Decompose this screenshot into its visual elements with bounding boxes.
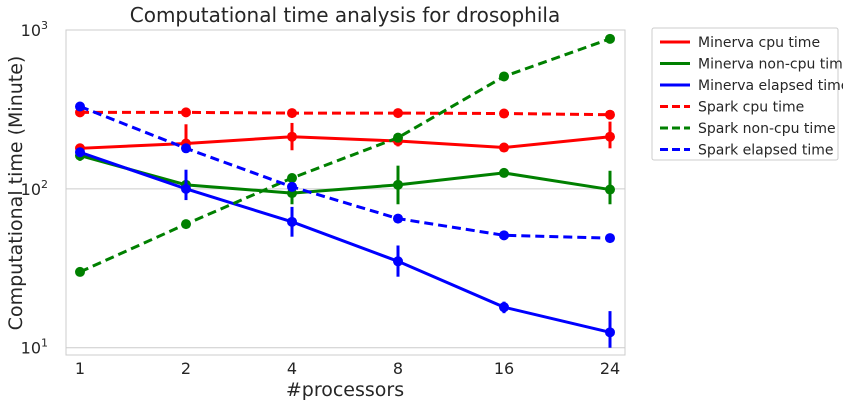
data-point [75,147,85,158]
data-point [287,108,297,119]
series-line [79,154,611,195]
data-point [605,184,615,195]
y-tick-labels: 101 102 103 [21,19,48,358]
series-spark-elapsed-time [75,101,615,244]
data-point [181,219,191,230]
series-minerva-elapsed-time [75,147,615,348]
legend-label: Spark cpu time [698,100,804,116]
data-point [605,109,615,120]
data-point [393,213,403,224]
x-tick-label: 4 [287,359,297,378]
data-point [393,108,403,119]
data-point [499,167,509,178]
series-line [79,135,611,150]
data-point [499,302,509,313]
data-point [181,183,191,194]
series-line [80,110,611,117]
series-spark-cpu-time [75,107,615,120]
legend: Minerva cpu time Minerva non-cpu time Mine… [651,27,843,161]
x-tick-labels: 1 2 4 8 16 24 [75,359,620,378]
data-point [605,327,615,338]
data-point [393,256,403,267]
y-tick-label: 103 [21,19,48,40]
data-point [287,173,297,184]
legend-label: Spark elapsed time [698,143,834,159]
series-group [75,33,615,348]
data-point [393,179,403,190]
data-point [499,142,509,153]
plot-area [65,29,626,356]
x-tick-label: 1 [75,359,85,378]
data-point [393,132,403,143]
data-point [287,216,297,227]
series-line [79,37,611,274]
data-point [75,101,85,112]
x-tick-label: 24 [600,359,620,378]
data-point [499,230,509,241]
x-tick-label: 8 [393,359,403,378]
chart-title: Computational time analysis for drosophi… [130,3,560,27]
data-point [287,181,297,192]
data-point [605,233,615,244]
data-point [605,33,615,44]
x-tick-label: 16 [494,359,514,378]
legend-label: Minerva elapsed time [698,78,843,94]
legend-label: Spark non-cpu time [698,121,836,137]
series-spark-non-cpu-time [75,33,615,277]
x-tick-label: 2 [181,359,191,378]
y-tick-label: 101 [21,337,48,358]
data-point [287,131,297,142]
data-point [181,143,191,154]
legend-label: Minerva cpu time [698,35,820,51]
y-tick-label: 102 [21,178,48,199]
legend-box [651,27,839,161]
y-axis-label: Computational time (Minute) [5,56,27,331]
series-line [79,150,611,334]
data-point [181,107,191,118]
x-axis-label: #processors [286,379,404,401]
data-point [605,131,615,142]
series-line [79,105,611,240]
legend-label: Minerva non-cpu time [698,57,843,73]
data-point [499,71,509,82]
data-point [75,266,85,277]
data-point [499,108,509,119]
